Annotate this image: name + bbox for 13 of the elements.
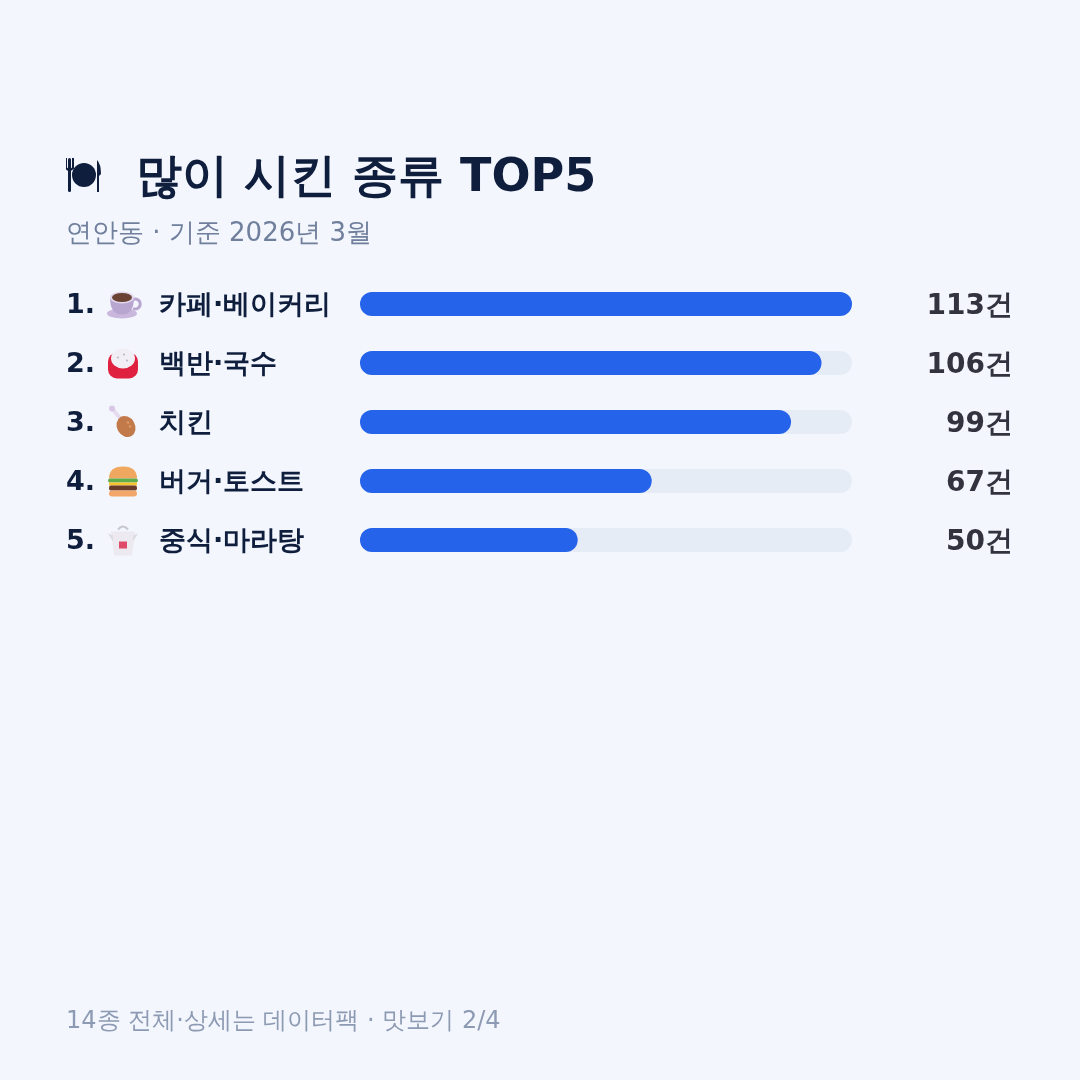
chart-title: 많이 시킨 종류 TOP5 [136, 148, 597, 202]
data-label: 99건 [946, 406, 1013, 440]
category-label: 1. 카페·베이커리 [66, 288, 332, 320]
data-label: 113건 [926, 288, 1013, 322]
data-label: 50건 [946, 524, 1013, 558]
category-label: 5. 중식·마라탕 [66, 524, 305, 556]
category-label: 2. 백반·국수 [66, 347, 278, 379]
data-label: 67건 [946, 465, 1013, 499]
data-label: 106건 [926, 347, 1013, 381]
chart-subtitle: 연안동 · 기준 2026년 3월 [66, 217, 373, 247]
category-label: 4. 버거·토스트 [66, 465, 305, 497]
text: 14종 전체·상세는 데이터팩 · 맛보기 2/4 [66, 1006, 501, 1034]
category-label: 3. 치킨 [66, 406, 213, 438]
